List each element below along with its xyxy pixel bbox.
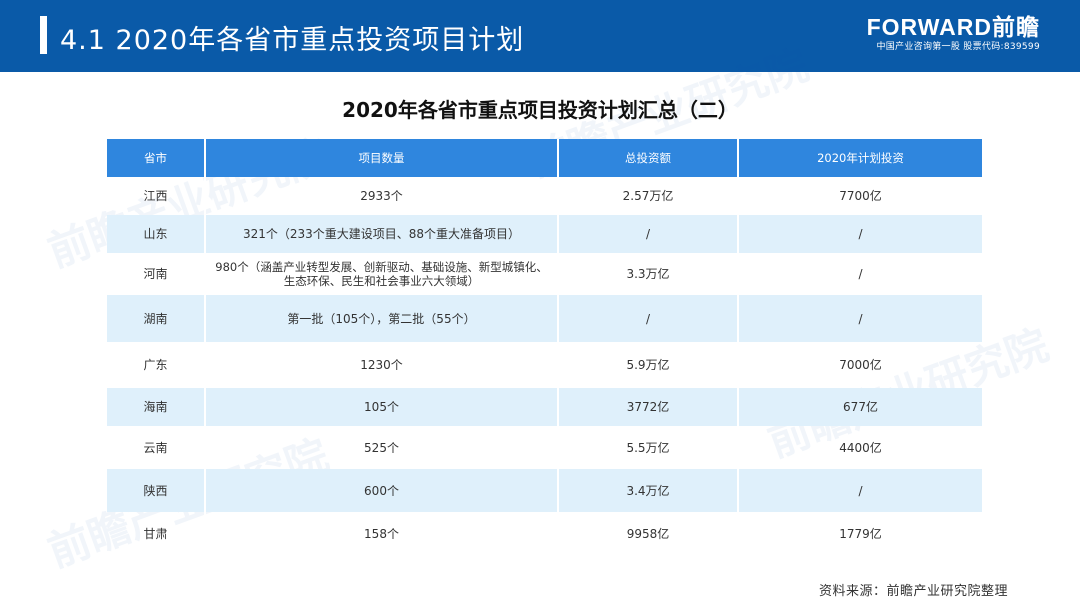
brand-tagline: 中国产业咨询第一股 股票代码:839599 bbox=[876, 42, 1040, 52]
cell-plan-2020: / bbox=[739, 215, 982, 253]
cell-total: 5.9万亿 bbox=[559, 342, 739, 388]
cell-projects: 980个（涵盖产业转型发展、创新驱动、基础设施、新型城镇化、生态环保、民生和社会… bbox=[206, 253, 559, 295]
cell-plan-2020: 4400亿 bbox=[839, 440, 882, 455]
table-row: 山东 321个（233个重大建设项目、88个重大准备项目） / / bbox=[107, 215, 982, 253]
column-header-plan-2020: 2020年计划投资 bbox=[739, 139, 982, 177]
table-header-row: 省市 项目数量 总投资额 2020年计划投资 bbox=[107, 139, 982, 177]
source-note: 资料来源：前瞻产业研究院整理 bbox=[818, 584, 1008, 599]
cell-projects: 321个（233个重大建设项目、88个重大准备项目） bbox=[206, 215, 559, 253]
cell-total: / bbox=[559, 295, 739, 342]
table-row: 云南 525个 5.5万亿 4400亿 bbox=[107, 426, 982, 469]
cell-projects: 2933个 bbox=[206, 177, 559, 215]
investment-table: 省市 项目数量 总投资额 2020年计划投资 江西 2933个 2.57万亿 7… bbox=[107, 139, 982, 556]
cell-total: 3.3万亿 bbox=[559, 253, 739, 295]
cell-plan-2020: 677亿 bbox=[739, 388, 982, 426]
page-title: 4.1 2020年各省市重点投资项目计划 bbox=[60, 25, 525, 56]
cell-total: 3772亿 bbox=[559, 388, 739, 426]
table-row: 陕西 600个 3.4万亿 / bbox=[107, 469, 982, 512]
header-banner: 4.1 2020年各省市重点投资项目计划 FORWARD前瞻 中国产业咨询第一股… bbox=[0, 0, 1080, 72]
table-row: 甘肃 158个 9958亿 1779亿 bbox=[107, 512, 982, 556]
cell-projects: 600个 bbox=[206, 469, 559, 512]
cell-total: 9958亿 bbox=[559, 512, 739, 556]
cell-total: 2.57万亿 bbox=[559, 177, 739, 215]
table-row: 广东 1230个 5.9万亿 7000亿 bbox=[107, 342, 982, 388]
cell-projects: 第一批（105个），第二批（55个） bbox=[206, 295, 559, 342]
table-title: 2020年各省市重点项目投资计划汇总（二） bbox=[342, 98, 738, 122]
cell-plan-2020: / bbox=[739, 295, 982, 342]
cell-province: 江西 bbox=[107, 177, 206, 215]
cell-province: 河南 bbox=[107, 253, 206, 295]
cell-plan-2020: / bbox=[858, 267, 863, 281]
table-row: 海南 105个 3772亿 677亿 bbox=[107, 388, 982, 426]
cell-total: 5.5万亿 bbox=[559, 426, 739, 469]
table-row: 河南 980个（涵盖产业转型发展、创新驱动、基础设施、新型城镇化、生态环保、民生… bbox=[107, 253, 982, 295]
cell-plan-2020: 1779亿 bbox=[839, 527, 882, 541]
column-header-province: 省市 bbox=[107, 139, 206, 177]
cell-province: 海南 bbox=[107, 388, 206, 426]
column-header-total: 总投资额 bbox=[559, 139, 739, 177]
cell-projects: 105个 bbox=[206, 388, 559, 426]
cell-plan-2020: / bbox=[739, 469, 982, 512]
brand-logo: FORWARD前瞻 bbox=[866, 14, 1040, 40]
header-accent-bar bbox=[40, 16, 47, 54]
cell-projects: 158个 bbox=[206, 512, 559, 556]
column-header-projects: 项目数量 bbox=[206, 139, 559, 177]
cell-projects: 1230个 bbox=[206, 342, 559, 388]
cell-total: / bbox=[559, 215, 739, 253]
cell-plan-2020: 7000亿 bbox=[839, 358, 882, 372]
cell-plan-2020: 7700亿 bbox=[839, 189, 882, 203]
cell-province: 广东 bbox=[107, 342, 206, 388]
cell-projects: 525个 bbox=[206, 426, 559, 469]
cell-province: 山东 bbox=[107, 215, 206, 253]
brand-logo-block: FORWARD前瞻 中国产业咨询第一股 股票代码:839599 bbox=[867, 14, 1040, 54]
cell-total: 3.4万亿 bbox=[559, 469, 739, 512]
cell-province: 湖南 bbox=[107, 295, 206, 342]
cell-province: 甘肃 bbox=[107, 512, 206, 556]
cell-province: 云南 bbox=[107, 426, 206, 469]
cell-province: 陕西 bbox=[107, 469, 206, 512]
table-row: 江西 2933个 2.57万亿 7700亿 bbox=[107, 177, 982, 215]
table-row: 湖南 第一批（105个），第二批（55个） / / bbox=[107, 295, 982, 342]
